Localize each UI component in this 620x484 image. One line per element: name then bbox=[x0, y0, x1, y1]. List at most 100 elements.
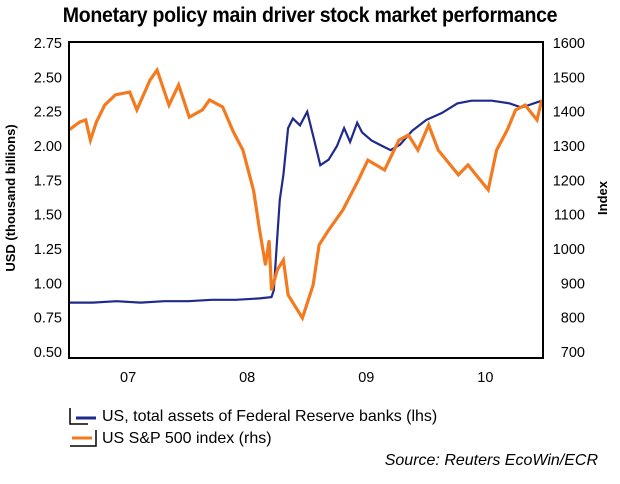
data-point bbox=[467, 164, 469, 166]
data-point bbox=[211, 299, 213, 301]
left-tick-label: 1.25 bbox=[34, 242, 62, 258]
left-tick-label: 2.75 bbox=[34, 36, 62, 52]
data-point bbox=[515, 109, 517, 111]
data-point bbox=[299, 124, 301, 126]
data-point bbox=[487, 189, 489, 191]
data-point bbox=[187, 300, 189, 302]
data-point bbox=[156, 69, 158, 71]
data-point bbox=[470, 100, 473, 102]
left-tick-label: 1.75 bbox=[34, 173, 62, 189]
data-point bbox=[201, 109, 203, 111]
left-tick-label: 2.50 bbox=[34, 70, 62, 86]
right-tick-label: 1300 bbox=[553, 139, 585, 155]
left-tick-label: 2.25 bbox=[34, 105, 62, 121]
right-tick-label: 1000 bbox=[553, 242, 585, 258]
data-point bbox=[390, 149, 392, 151]
left-axis-line-key-icon bbox=[69, 408, 96, 425]
data-point bbox=[287, 127, 289, 129]
data-point bbox=[456, 102, 458, 104]
data-point bbox=[491, 100, 493, 102]
data-point bbox=[92, 302, 94, 304]
data-point bbox=[301, 317, 303, 319]
data-point bbox=[361, 131, 363, 133]
data-point bbox=[104, 104, 106, 106]
data-point bbox=[370, 139, 373, 142]
data-point bbox=[349, 141, 351, 143]
data-point bbox=[178, 84, 180, 86]
data-point bbox=[276, 269, 278, 271]
data-point bbox=[319, 164, 321, 166]
data-point bbox=[313, 139, 315, 142]
data-point bbox=[342, 209, 344, 211]
data-point bbox=[242, 149, 244, 151]
data-point bbox=[398, 139, 400, 141]
data-point bbox=[287, 294, 289, 296]
x-tick-label: 08 bbox=[239, 370, 255, 386]
data-point bbox=[168, 104, 170, 106]
data-point bbox=[425, 119, 427, 121]
left-tick-label: 1.00 bbox=[34, 276, 62, 292]
data-point bbox=[356, 122, 358, 124]
data-point bbox=[328, 159, 330, 161]
x-axis-ticks: 07 08 09 10 bbox=[120, 370, 493, 386]
data-point bbox=[136, 109, 138, 111]
left-tick-label: 2.00 bbox=[34, 139, 62, 155]
data-point bbox=[208, 99, 211, 101]
left-tick-label: 1.50 bbox=[34, 208, 62, 224]
data-point bbox=[235, 299, 237, 301]
series-layer bbox=[68, 66, 544, 322]
data-point bbox=[259, 229, 261, 231]
data-point bbox=[312, 284, 314, 286]
data-point bbox=[343, 127, 345, 129]
right-tick-label: 700 bbox=[561, 345, 585, 361]
data-point bbox=[536, 119, 538, 121]
data-point bbox=[149, 79, 151, 81]
chart-title: Monetary policy main driver stock market… bbox=[62, 4, 558, 27]
legend-label: US, total assets of Federal Reserve bank… bbox=[102, 408, 438, 425]
data-point bbox=[417, 149, 419, 151]
right-tick-label: 1600 bbox=[553, 36, 585, 52]
data-point bbox=[95, 121, 97, 123]
data-point bbox=[279, 199, 281, 201]
left-tick-label: 0.75 bbox=[34, 311, 62, 327]
data-point bbox=[328, 229, 330, 231]
data-point bbox=[292, 117, 294, 120]
data-point bbox=[506, 129, 508, 131]
data-point bbox=[259, 297, 261, 299]
chart-canvas: 2.75 2.50 2.25 2.00 1.75 1.50 1.25 1.00 0.75 0.50… bbox=[3, 36, 610, 386]
data-point bbox=[407, 134, 409, 136]
right-axis-ticks: 1600 1500 1400 1300 1200 1100 1000 900 800 700 bbox=[553, 36, 585, 361]
data-point bbox=[273, 289, 275, 291]
data-point bbox=[367, 159, 369, 161]
legend: US, total assets of Federal Reserve bank… bbox=[66, 406, 437, 450]
data-point bbox=[306, 111, 308, 113]
plot-frame bbox=[68, 41, 544, 359]
data-point bbox=[457, 174, 459, 176]
data-point bbox=[232, 131, 234, 133]
x-tick-label: 10 bbox=[477, 370, 493, 386]
series-line-fed-assets bbox=[69, 99, 543, 304]
data-point bbox=[276, 234, 278, 236]
data-point bbox=[253, 190, 255, 192]
data-point bbox=[79, 121, 81, 123]
data-point bbox=[114, 94, 116, 96]
x-tick-label: 09 bbox=[358, 370, 374, 386]
data-point bbox=[381, 145, 383, 147]
data-point bbox=[85, 119, 87, 121]
data-point bbox=[270, 296, 273, 298]
data-point bbox=[282, 259, 284, 261]
data-point bbox=[509, 102, 511, 104]
right-tick-label: 1400 bbox=[553, 105, 585, 121]
data-point bbox=[428, 124, 430, 126]
x-tick-label: 07 bbox=[120, 370, 136, 386]
left-axis-ticks: 2.75 2.50 2.25 2.00 1.75 1.50 1.25 1.00 0.75 0.50 bbox=[34, 36, 62, 361]
data-point bbox=[399, 144, 401, 146]
data-point bbox=[163, 300, 165, 302]
legend-item-fed-assets: US, total assets of Federal Reserve bank… bbox=[66, 406, 437, 428]
right-axis-label: Index bbox=[595, 180, 610, 215]
legend-item-sp500: US S&P 500 index (rhs) bbox=[66, 428, 437, 450]
data-point bbox=[139, 302, 142, 304]
legend-label: US S&P 500 index (rhs) bbox=[102, 430, 272, 447]
data-point bbox=[188, 116, 190, 118]
right-axis-line-key-icon bbox=[70, 430, 97, 447]
